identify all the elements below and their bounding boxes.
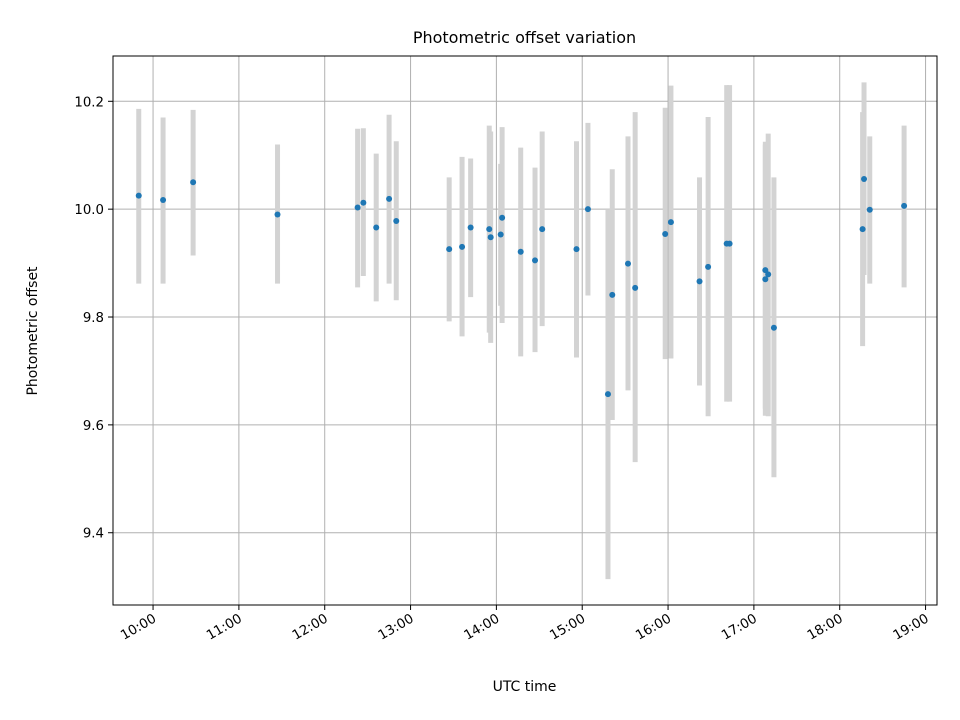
- data-point: [532, 257, 539, 264]
- data-point: [866, 206, 873, 213]
- data-point: [517, 248, 524, 255]
- data-point: [609, 291, 616, 298]
- data-point: [190, 179, 197, 186]
- data-point: [160, 196, 167, 203]
- data-point: [762, 267, 769, 274]
- data-point: [360, 199, 367, 206]
- data-points: [135, 175, 908, 398]
- data-point: [765, 271, 772, 278]
- data-point: [467, 224, 474, 231]
- data-point: [632, 284, 639, 291]
- data-point: [859, 226, 866, 233]
- data-point: [539, 226, 546, 233]
- y-axis-ticks: 9.4 9.6 9.8 10.0 10.2: [74, 95, 113, 542]
- data-point: [393, 218, 400, 225]
- data-point: [354, 204, 361, 211]
- y-tick-label: 9.8: [83, 311, 104, 326]
- data-point: [486, 226, 493, 233]
- y-tick-label: 10.2: [74, 95, 104, 110]
- data-point: [584, 206, 591, 213]
- data-point: [667, 219, 674, 226]
- data-point: [373, 224, 380, 231]
- x-axis-label: UTC time: [493, 679, 557, 695]
- data-point: [497, 231, 504, 238]
- data-point: [696, 278, 703, 285]
- data-point: [274, 211, 281, 218]
- data-point: [573, 246, 580, 253]
- data-point: [861, 175, 868, 182]
- data-point: [726, 240, 733, 247]
- data-point: [705, 263, 712, 270]
- data-point: [662, 230, 669, 237]
- y-tick-label: 9.4: [83, 527, 104, 542]
- data-point: [762, 276, 769, 283]
- data-point: [901, 202, 908, 209]
- data-point: [499, 214, 506, 221]
- chart-title: Photometric offset variation: [413, 28, 636, 47]
- grid-lines: [113, 56, 937, 605]
- data-point: [386, 195, 393, 202]
- y-tick-label: 10.0: [74, 203, 104, 218]
- plot-frame: [112, 55, 938, 606]
- data-point: [770, 324, 777, 331]
- data-point: [487, 234, 494, 241]
- y-axis-label: Photometric offset: [25, 266, 41, 396]
- data-point: [446, 246, 453, 253]
- data-point: [625, 260, 631, 267]
- data-point: [135, 192, 142, 199]
- data-point: [604, 391, 611, 398]
- y-tick-label: 9.6: [83, 419, 104, 434]
- data-point: [459, 243, 466, 250]
